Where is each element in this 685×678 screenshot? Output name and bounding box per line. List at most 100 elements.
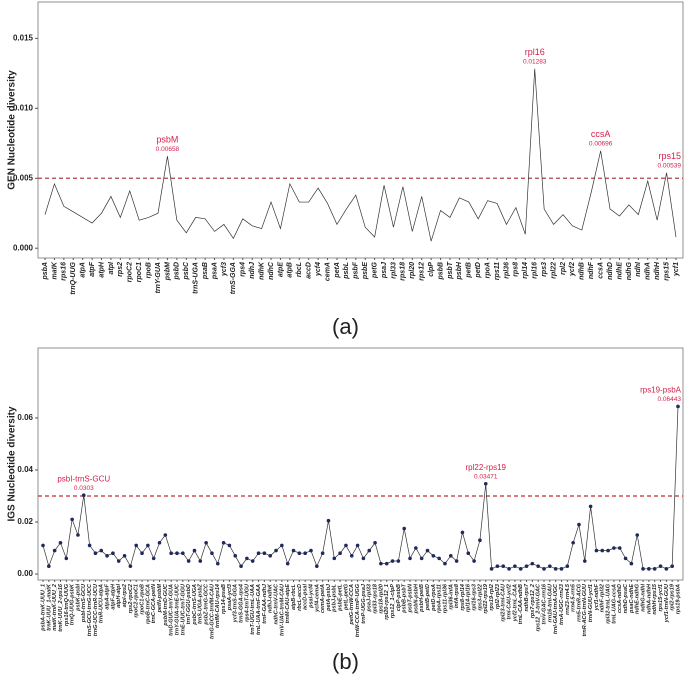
x-tick-label: accD-psaI [303,584,309,610]
data-point [559,567,564,571]
x-tick-label: ycf1-trnN-GUU [664,583,670,623]
data-point [99,548,104,553]
x-tick-label: trnY-GUA [155,262,162,293]
x-tick-label: atpA-atpF [105,583,111,609]
x-tick-label: atpF [89,261,96,277]
x-tick-label: rpoC1 [136,262,143,282]
x-tick-label: psbC-trnS-UGA [192,584,198,626]
x-tick-label: petD [475,262,482,279]
x-tick-label: ycf3 [221,262,228,277]
data-point [303,551,307,556]
data-point [612,546,616,550]
x-tick-label: psbM [164,262,171,281]
x-tick-label: trnD-GUC-trnY-GUA [169,584,175,636]
annotation-label: rpl22-rps19 [466,463,507,472]
data-point [297,551,302,556]
x-tick-label: trnS-GGA-rps4 [239,584,245,623]
x-tick-label: psbK-psbI [75,584,81,612]
x-tick-label: psbA [42,262,49,281]
x-tick-label: rpl22-rps19 [483,583,489,614]
x-tick-label: rpl16-rps3 [472,584,478,611]
x-tick-label: rps8-rpl14 [460,584,466,611]
x-tick-label: rpl36-infA [448,584,454,610]
x-tick-label: trnI-GAU-trnA-UGC [553,583,559,634]
data-point [425,548,430,553]
data-point [175,551,179,556]
data-point [349,554,354,558]
x-tick-label: trnF-GAA-ndhJ [262,583,268,624]
data-point [58,541,63,545]
x-tick-label: ndhC [268,261,275,280]
data-point [315,564,319,569]
annotation-value: 0.03471 [474,473,498,480]
x-tick-label: rpl14 [522,262,529,279]
x-tick-label: ndhA-ndhH [646,583,652,614]
data-point [379,561,383,566]
data-point [419,556,424,561]
annotation-value: 0.00696 [589,141,613,148]
x-tick-label: petB-petD [425,584,431,611]
y-tick-label: 0.00 [17,569,33,578]
data-point [577,522,581,527]
x-tick-label: trnY-GUA-trnE-UUC [174,583,180,635]
x-tick-label: rpl32-trnL-UAG [606,583,612,623]
data-point [105,554,109,558]
x-tick-label: rbcL [296,262,303,277]
data-point [64,556,69,561]
x-tick-label: trnT-UGU-trnL-UAA [250,584,256,635]
data-point [262,551,267,556]
data-point [181,551,185,556]
x-tick-label: trnL-UAA-trnF-GAA [256,584,262,635]
x-tick-label: psaJ-rpl33 [367,584,373,613]
data-point [460,530,465,535]
data-point [163,533,168,537]
x-tick-label: ndhE-ndhG [635,583,641,614]
x-tick-label: ycf2 [569,262,576,277]
annotation-label: rps19-psbA [640,386,682,395]
data-point [448,554,453,558]
x-tick-label: rps12_2-trnV-GAC [536,583,542,632]
x-tick-label: rps3-rpl22 [477,584,483,611]
annotation-value: 0.01283 [523,58,547,65]
x-tick-label: psbJ-psbL [332,583,338,612]
annotation-value: 0.00539 [658,163,682,170]
x-tick-label: atpI-rps2 [122,584,128,607]
x-tick-label: accD [306,262,313,279]
x-tick-label: ycf2-trnL-CAA [512,584,518,622]
x-tick-label: trnS-GCU-trnG-UCC [87,583,93,636]
data-point [518,567,523,571]
annotation-label: rps15 [658,151,681,161]
data-point [52,548,57,553]
x-tick-label: rps4 [240,262,247,277]
x-tick-label: psaB [202,262,209,280]
x-tick-label: infA-rps8 [454,583,460,608]
x-tick-label: rrn5-trnR-ACG [576,583,582,622]
panel-caption: (a) [332,314,359,339]
x-tick-label: rps19-psbA [675,584,681,614]
data-point [245,556,249,561]
x-tick-label: ndhF [588,261,595,279]
data-point [361,556,366,561]
x-tick-label: rrn16-trnI-GAU [547,583,553,623]
x-tick-label: trnK-UUU_2-rps16 [58,583,64,632]
x-tick-label: ccsA [598,262,605,279]
data-point [472,559,476,563]
x-tick-label: clpP [428,262,435,277]
x-tick-label: ndhE [616,262,623,280]
x-tick-label: psbE-petL [338,583,344,612]
data-point [635,533,640,537]
data-point [454,559,459,563]
x-tick-label: matK-trnK-UUU_2 [52,584,58,631]
data-point [151,556,156,561]
x-tick-label: trnQ-UUG [70,261,77,294]
data-point [309,548,313,553]
x-tick-label: rps2 [117,262,124,277]
x-tick-label: atpI [108,261,115,275]
x-tick-label: rps11 [494,262,501,280]
data-point [524,564,529,569]
data-point [70,517,74,522]
data-point [588,504,593,509]
data-point [367,548,372,553]
x-tick-label: rps15-ycf1 [658,584,664,612]
